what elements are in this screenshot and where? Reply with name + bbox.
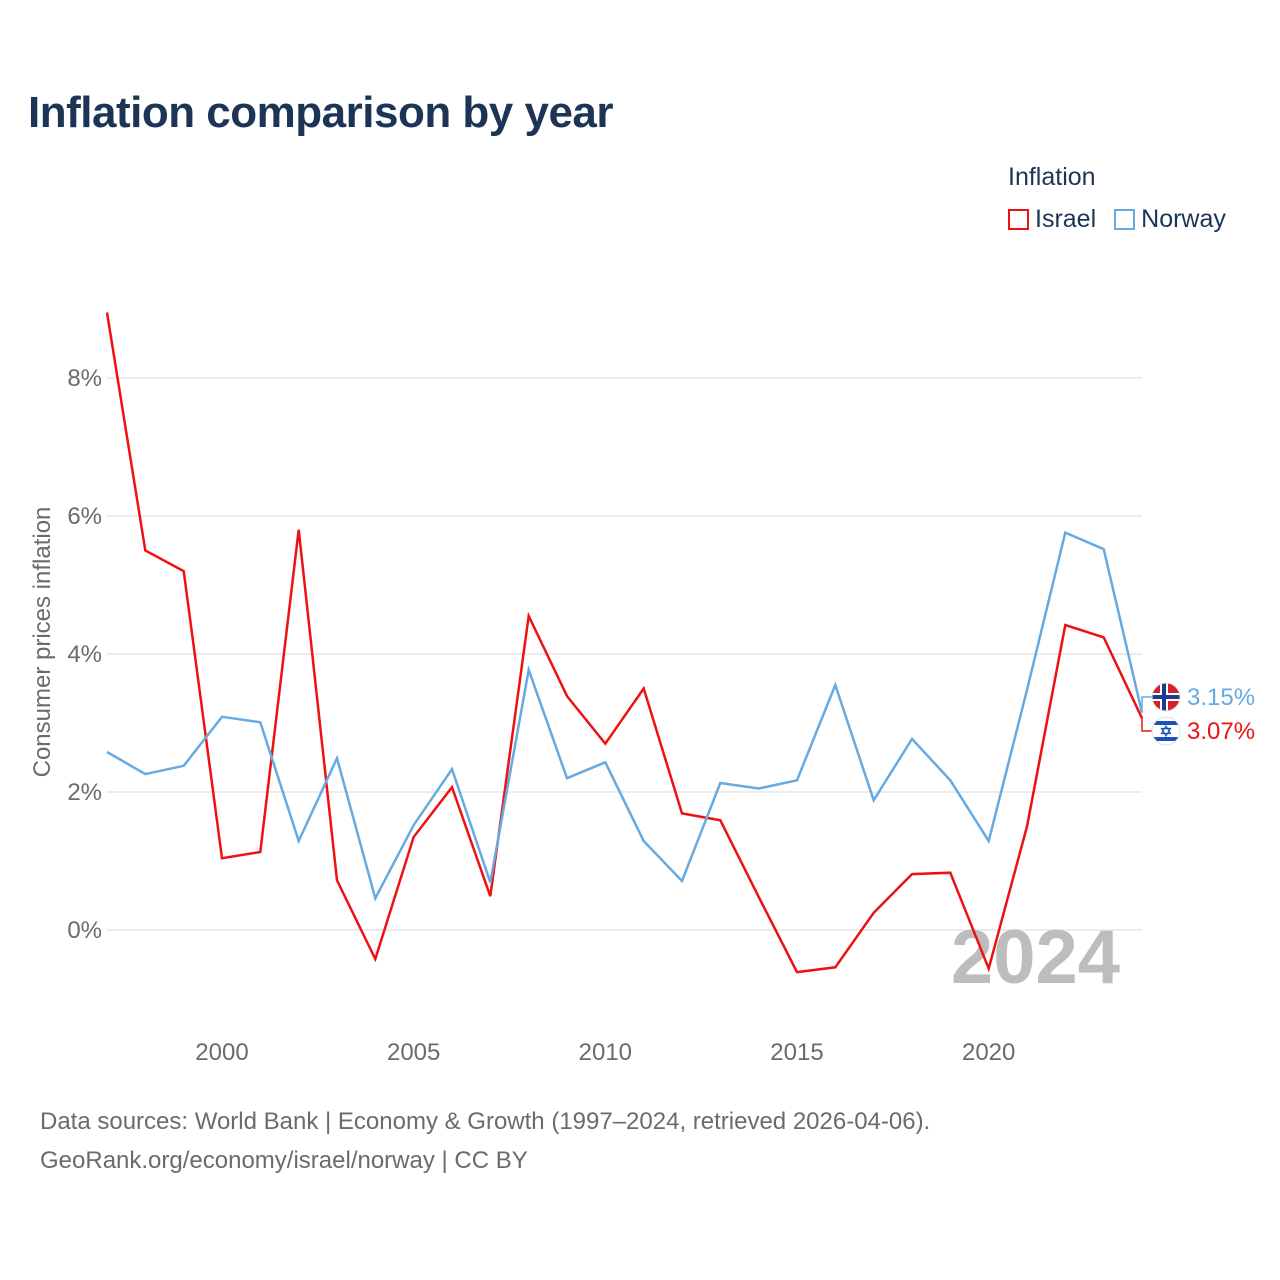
legend-swatch-israel — [1008, 209, 1029, 230]
norway-flag-icon — [1151, 682, 1181, 712]
x-tick-label: 2005 — [387, 1039, 440, 1066]
footer-sources: Data sources: World Bank | Economy & Gro… — [40, 1108, 931, 1135]
legend-item-israel[interactable]: Israel — [1008, 205, 1096, 234]
footer-url: GeoRank.org/economy/israel/norway | CC B… — [40, 1147, 528, 1174]
legend-item-norway[interactable]: Norway — [1114, 205, 1226, 234]
y-tick-label: 8% — [67, 365, 102, 392]
y-tick-label: 6% — [67, 503, 102, 530]
y-tick-label: 4% — [67, 641, 102, 668]
year-watermark: 2024 — [951, 915, 1120, 1000]
series-line-israel[interactable] — [105, 312, 1144, 974]
israel-flag-icon — [1151, 716, 1181, 746]
y-axis-label: Consumer prices inflation — [29, 507, 56, 778]
legend-label-norway: Norway — [1141, 205, 1226, 233]
x-tick-label: 2000 — [195, 1039, 248, 1066]
end-label-connector — [1141, 696, 1152, 713]
legend-swatch-norway — [1114, 209, 1136, 230]
legend-label-israel: Israel — [1035, 205, 1097, 233]
x-tick-label: 2010 — [579, 1039, 632, 1066]
end-label-connector — [1141, 718, 1152, 732]
chart-title: Inflation comparison by year — [28, 88, 614, 137]
x-tick-label: 2020 — [962, 1039, 1015, 1066]
y-tick-label: 2% — [67, 779, 102, 806]
end-label-israel: 3.07% — [1187, 718, 1255, 745]
y-tick-label: 0% — [67, 917, 102, 944]
series-line-norway[interactable] — [106, 530, 1144, 902]
x-tick-label: 2015 — [770, 1039, 823, 1066]
end-label-norway: 3.15% — [1187, 684, 1255, 711]
legend-title: Inflation — [1008, 163, 1096, 191]
legend: Israel Norway — [1008, 205, 1226, 234]
